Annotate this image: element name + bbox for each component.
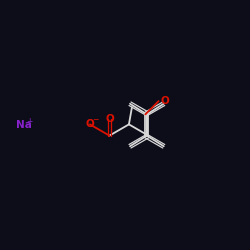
Text: O: O [160,96,169,106]
Text: O: O [105,114,114,124]
Text: −: − [92,115,99,124]
Text: Na: Na [16,120,32,130]
Text: O: O [86,120,94,130]
Text: +: + [26,116,32,126]
